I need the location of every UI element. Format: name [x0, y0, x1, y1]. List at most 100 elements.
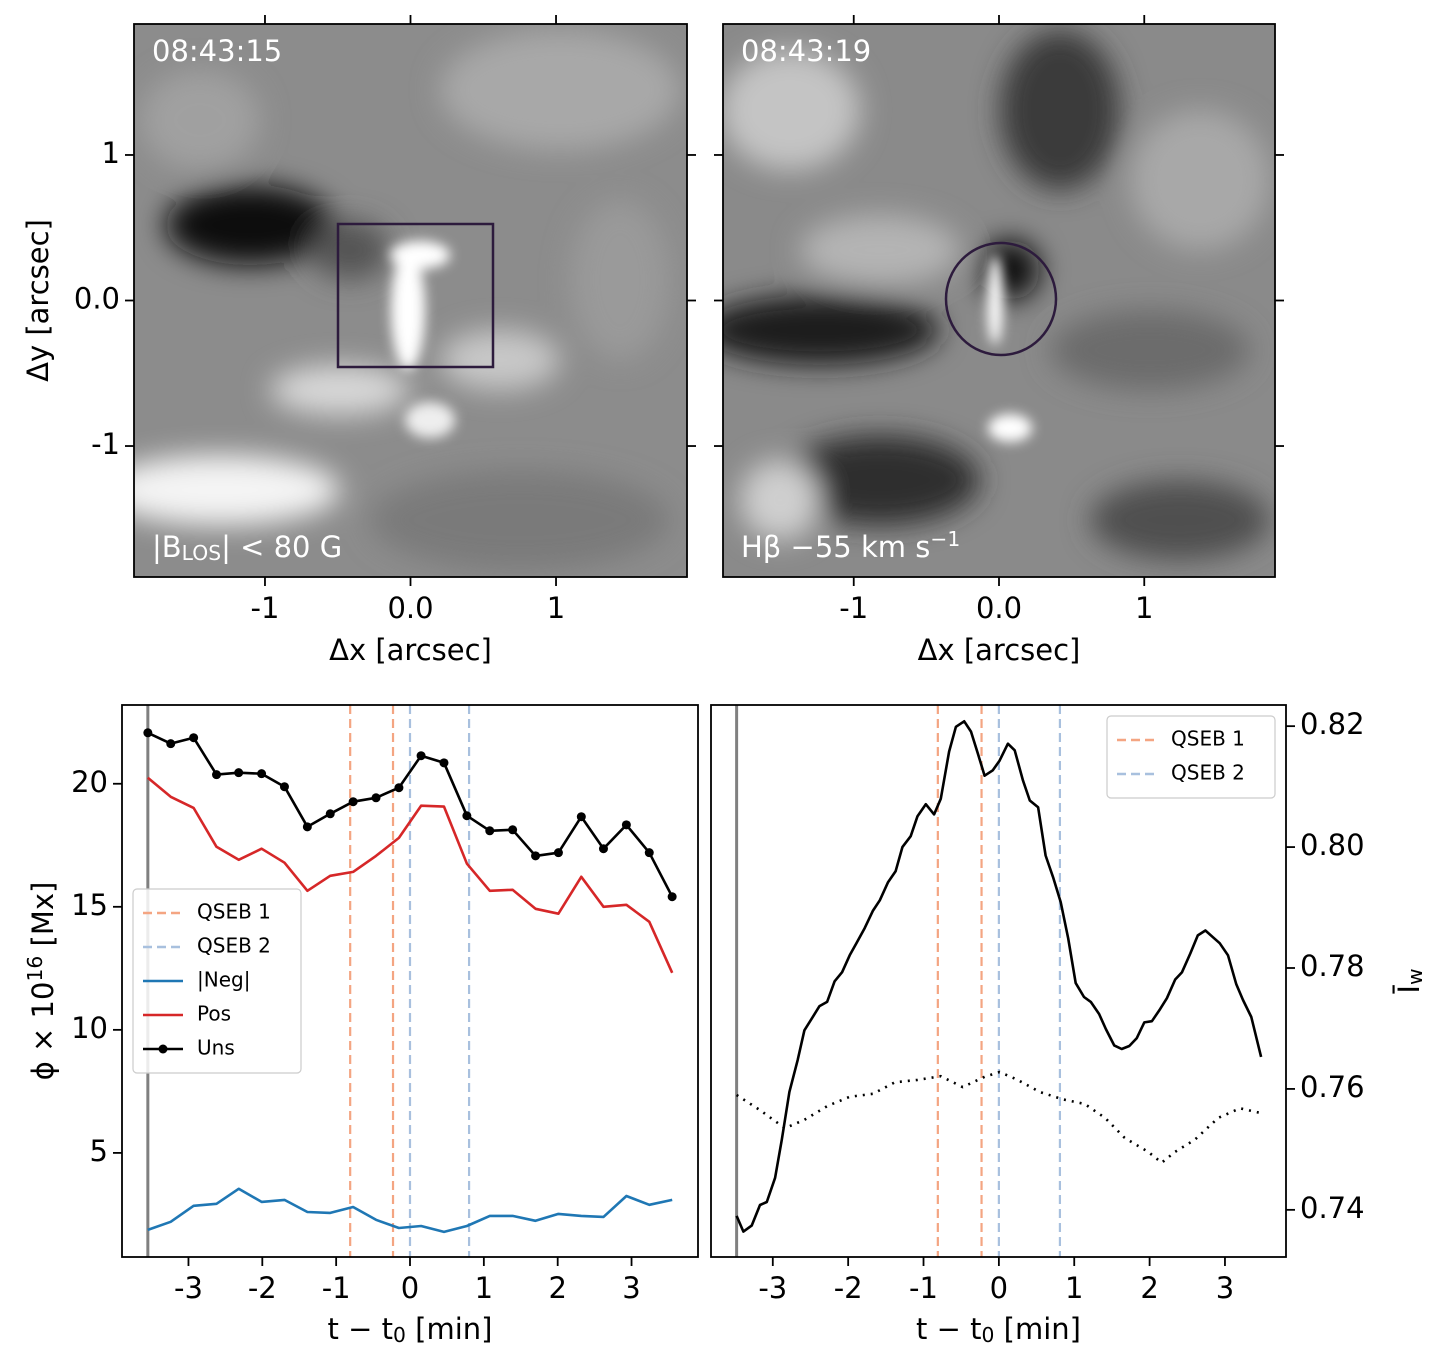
x-tick-label: 0: [401, 1271, 419, 1305]
x-tick-label: -2: [248, 1271, 277, 1305]
x-tick-label: 0.0: [976, 591, 1022, 625]
data-line: [735, 720, 1263, 1233]
data-point: [416, 751, 426, 761]
image-caption-part: | < 80 G: [221, 530, 342, 564]
x-tick-label: 3: [622, 1271, 640, 1305]
y-axis-label-part: Ī: [1392, 985, 1426, 994]
data-point: [462, 811, 472, 821]
x-tick-label: 0: [990, 1271, 1008, 1305]
y-tick-label: 0.80: [1300, 828, 1365, 862]
h-beta-image: [723, 24, 1275, 577]
data-point: [508, 825, 518, 835]
y-tick-label: 5: [90, 1134, 108, 1168]
x-axis-label-part: t − t: [328, 1312, 393, 1346]
data-point: [667, 892, 677, 902]
timestamp: 08:43:19: [741, 34, 871, 68]
data-point: [576, 812, 586, 822]
x-tick-label: 2: [548, 1271, 566, 1305]
data-point: [166, 739, 176, 749]
x-tick-label: 1: [1065, 1271, 1083, 1305]
data-point: [598, 844, 608, 854]
x-tick-label: -1: [322, 1271, 351, 1305]
x-tick-label: 1: [1135, 591, 1153, 625]
data-point: [302, 822, 312, 832]
image-caption-part: −1: [930, 527, 960, 551]
legend-label: Uns: [197, 1036, 235, 1060]
y-tick-label: 0.78: [1300, 949, 1365, 983]
data-point: [212, 770, 222, 780]
y-axis-label-part: 16: [23, 956, 47, 982]
x-tick-label: -1: [251, 591, 280, 625]
x-tick-label: 3: [1216, 1271, 1234, 1305]
data-point: [257, 769, 267, 779]
x-tick-label: -2: [834, 1271, 863, 1305]
data-point: [143, 728, 153, 738]
y-tick-label: 0.74: [1300, 1191, 1365, 1225]
x-axis-label: Δx [arcsec]: [918, 633, 1081, 667]
y-axis-label-part: w: [1403, 968, 1427, 985]
data-point: [371, 793, 381, 803]
legend-marker: [158, 1044, 168, 1054]
y-axis-label-part: ϕ × 10: [26, 982, 60, 1081]
y-tick-label: 0.82: [1300, 707, 1365, 741]
x-tick-label: 1: [475, 1271, 493, 1305]
y-tick-label: 20: [71, 765, 108, 799]
data-point: [394, 783, 404, 793]
data-point: [234, 768, 244, 778]
data-point: [553, 848, 563, 858]
legend-label: Pos: [197, 1002, 231, 1026]
data-point: [531, 851, 541, 861]
legend-label: |Neg|: [197, 968, 250, 992]
y-tick-label: 10: [71, 1011, 108, 1045]
legend-label: QSEB 1: [1171, 727, 1245, 751]
y-axis-label: Δy [arcsec]: [21, 219, 55, 382]
y-axis-label: ϕ × 1016 [Mx]: [23, 882, 61, 1081]
x-tick-label: 1: [547, 591, 565, 625]
legend-box: [132, 888, 302, 1074]
x-tick-label: -3: [174, 1271, 203, 1305]
magnetogram-image: [134, 24, 687, 577]
x-axis-label-part: t − t: [916, 1312, 981, 1346]
data-line: [147, 1187, 673, 1234]
legend-box: [1106, 715, 1276, 799]
x-tick-label: -1: [839, 591, 868, 625]
y-tick-label: 15: [71, 888, 108, 922]
x-tick-label: -1: [909, 1271, 938, 1305]
x-axis-label: t − t0 [min]: [328, 1312, 493, 1347]
legend-label: QSEB 1: [197, 900, 271, 924]
x-axis-label-part: [min]: [406, 1312, 493, 1346]
x-tick-label: 0.0: [387, 591, 433, 625]
data-point: [485, 826, 495, 836]
legend-label: QSEB 2: [1171, 761, 1245, 785]
image-caption-part: LOS: [182, 541, 221, 565]
y-tick-label: 0.76: [1300, 1070, 1365, 1104]
y-axis-label-part: [Mx]: [26, 882, 60, 956]
data-line: [147, 731, 674, 898]
data-point: [644, 848, 654, 858]
data-point: [189, 733, 199, 743]
image-caption-part: Hβ −55 km s: [741, 530, 930, 564]
data-point: [348, 797, 358, 807]
data-point: [325, 809, 335, 819]
data-line: [146, 776, 674, 974]
image-caption: |BLOS| < 80 G: [152, 530, 342, 565]
timestamp: 08:43:15: [152, 34, 282, 68]
x-axis-label-part: 0: [393, 1323, 406, 1347]
y-tick-label: -1: [91, 427, 120, 461]
x-tick-label: -3: [758, 1271, 787, 1305]
image-caption-part: |B: [152, 530, 182, 564]
data-point: [439, 758, 449, 768]
y-axis-label: Īw: [1392, 968, 1427, 993]
data-point: [621, 820, 631, 830]
y-tick-label: 0.0: [74, 282, 120, 316]
data-point: [279, 782, 289, 792]
x-axis-label-part: [min]: [994, 1312, 1081, 1346]
x-axis-label: Δx [arcsec]: [329, 633, 492, 667]
x-axis-label-part: 0: [982, 1323, 995, 1347]
x-axis-label: t − t0 [min]: [916, 1312, 1081, 1347]
image-caption: Hβ −55 km s−1: [741, 527, 960, 565]
x-tick-label: 2: [1140, 1271, 1158, 1305]
legend-label: QSEB 2: [197, 934, 271, 958]
y-tick-label: 1: [102, 136, 120, 170]
